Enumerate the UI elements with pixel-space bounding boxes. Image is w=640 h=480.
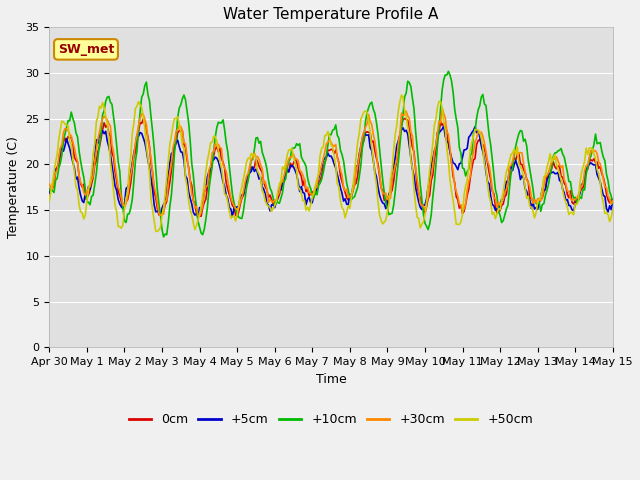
Y-axis label: Temperature (C): Temperature (C) — [7, 136, 20, 238]
Text: SW_met: SW_met — [58, 43, 114, 56]
Legend: 0cm, +5cm, +10cm, +30cm, +50cm: 0cm, +5cm, +10cm, +30cm, +50cm — [124, 408, 538, 431]
Title: Water Temperature Profile A: Water Temperature Profile A — [223, 7, 439, 22]
X-axis label: Time: Time — [316, 372, 346, 385]
